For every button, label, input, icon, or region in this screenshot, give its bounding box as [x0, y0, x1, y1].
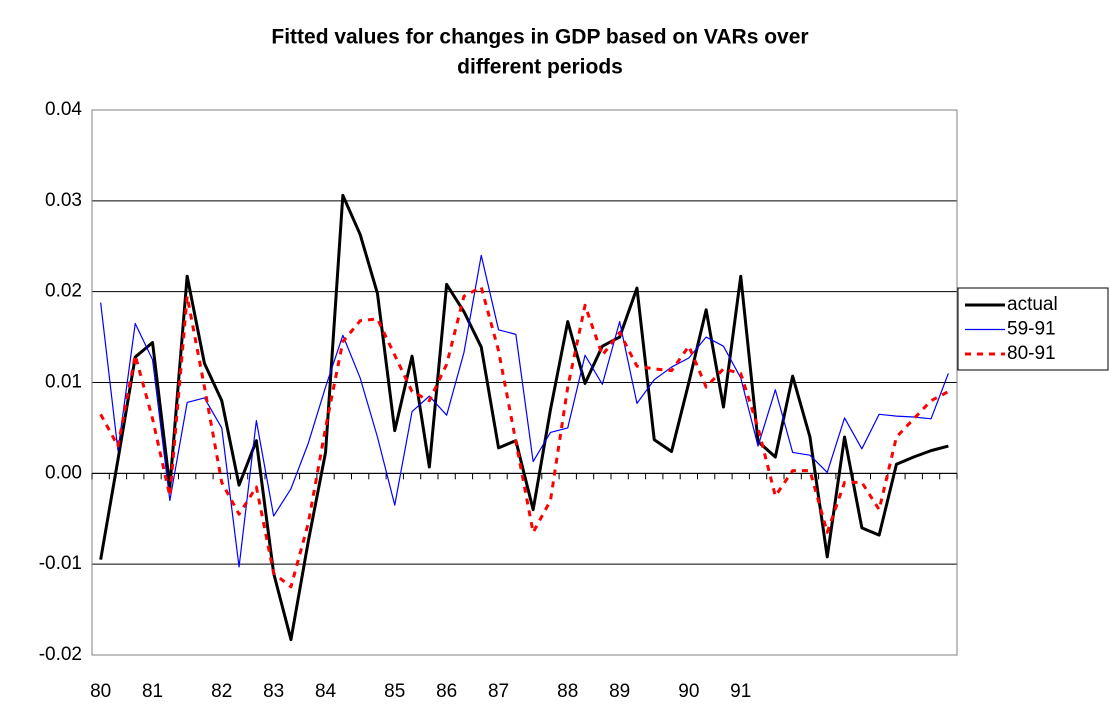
x-tick-label: 87 [488, 681, 509, 702]
y-tick-label: 0.04 [45, 99, 82, 120]
x-tick-label: 85 [384, 681, 405, 702]
x-tick-label: 88 [557, 681, 578, 702]
y-tick-label: -0.01 [39, 553, 82, 574]
chart-title: different periods [457, 56, 623, 79]
x-tick-label: 84 [315, 681, 337, 702]
series-line [99, 193, 949, 642]
legend-label: 59-91 [1007, 319, 1056, 340]
y-tick-label: -0.02 [39, 644, 82, 665]
x-tick-label: 80 [90, 681, 111, 702]
y-tick-label: 0.01 [45, 372, 82, 393]
y-tick-label: 0.02 [45, 281, 82, 302]
x-tick-label: 86 [436, 681, 457, 702]
chart-title: Fitted values for changes in GDP based o… [271, 26, 808, 49]
legend-label: 80-91 [1007, 343, 1056, 364]
x-tick-label: 91 [730, 681, 751, 702]
series-line [100, 254, 949, 568]
y-tick-label: 0.03 [45, 190, 82, 211]
legend-label: actual [1007, 294, 1058, 315]
x-tick-label: 89 [609, 681, 630, 702]
x-tick-label: 81 [142, 681, 163, 702]
x-tick-label: 90 [678, 681, 699, 702]
x-tick-label: 82 [211, 681, 232, 702]
x-tick-label: 83 [263, 681, 284, 702]
plot-area [91, 109, 958, 656]
y-tick-label: 0.00 [45, 462, 82, 483]
series-line [99, 285, 950, 589]
